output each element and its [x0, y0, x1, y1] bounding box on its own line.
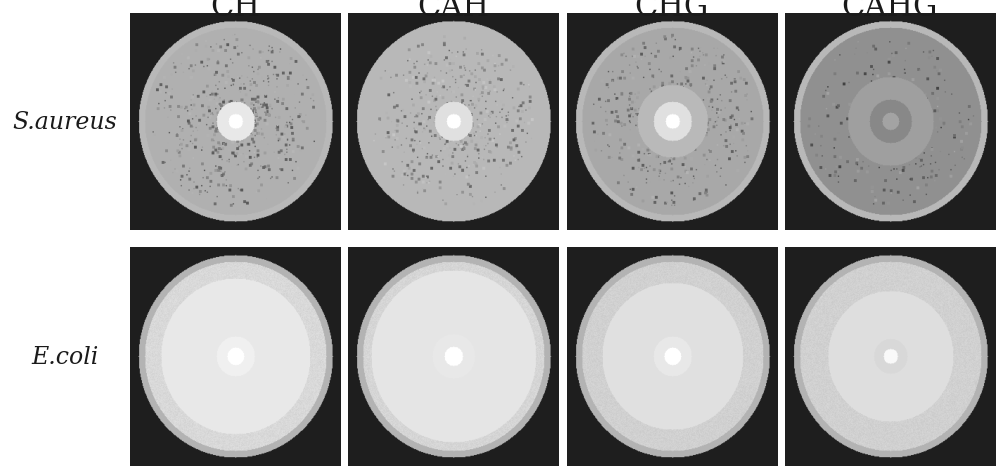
Text: S.aureus: S.aureus [13, 111, 117, 134]
Text: CHG: CHG [635, 0, 709, 23]
Text: CAHG: CAHG [842, 0, 938, 23]
Text: CH: CH [210, 0, 260, 23]
Text: CAH: CAH [417, 0, 489, 23]
Text: E.coli: E.coli [31, 346, 99, 368]
